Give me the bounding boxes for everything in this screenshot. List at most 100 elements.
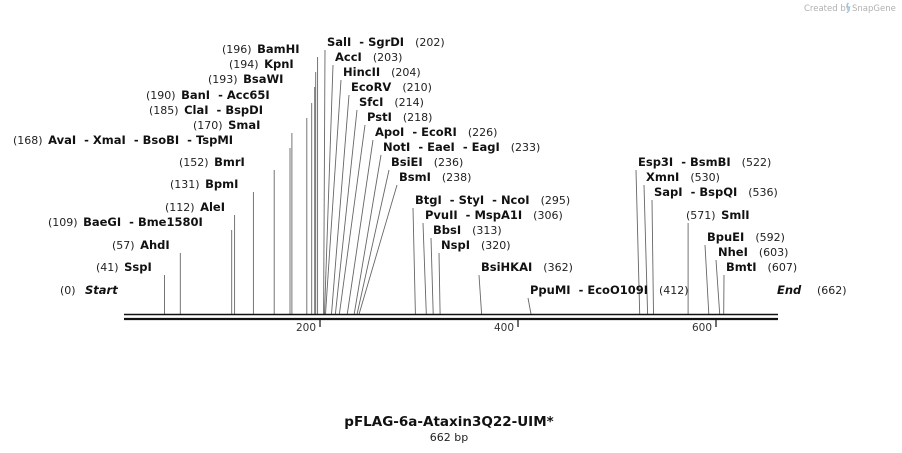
site-position: (536) bbox=[737, 186, 778, 199]
site-position: (320) bbox=[470, 239, 511, 252]
site-separator: - bbox=[210, 88, 227, 102]
site-leader-line bbox=[346, 139, 374, 315]
site-label: (57) AhdI bbox=[112, 238, 170, 252]
snapgene-brand: Created by SnapGene bbox=[804, 2, 896, 14]
site-label: (193) BsaWI bbox=[208, 72, 283, 86]
site-position: (57) bbox=[112, 239, 140, 252]
site-label: (185) ClaI - BspDI bbox=[149, 103, 263, 117]
site-label: (112) AleI bbox=[165, 200, 225, 214]
site-label: (41) SspI bbox=[96, 260, 152, 274]
site-label: AccI (203) bbox=[335, 50, 402, 64]
enzyme-name: EcoRI bbox=[421, 125, 457, 139]
enzyme-name: AhdI bbox=[140, 238, 170, 252]
site-position: (109) bbox=[48, 216, 83, 229]
enzyme-name: NspI bbox=[441, 238, 470, 252]
site-separator: - bbox=[126, 133, 143, 147]
site-leader-line bbox=[323, 49, 326, 315]
site-leader-lines bbox=[164, 49, 725, 315]
site-leader-line bbox=[651, 199, 654, 315]
brand-prefix: Created by bbox=[804, 4, 851, 14]
site-separator: - bbox=[179, 133, 196, 147]
enzyme-name: ApoI bbox=[375, 125, 404, 139]
site-position: (306) bbox=[522, 209, 563, 222]
enzyme-name: AccI bbox=[335, 50, 362, 64]
enzyme-name: SmaI bbox=[228, 118, 260, 132]
site-leader-line bbox=[334, 109, 358, 315]
site-label: (131) BpmI bbox=[170, 177, 238, 191]
enzyme-name: MspA1I bbox=[474, 208, 522, 222]
site-label: ApoI - EcoRI (226) bbox=[375, 125, 497, 139]
enzyme-name: NheI bbox=[718, 245, 748, 259]
enzyme-name: AvaI bbox=[48, 133, 76, 147]
enzyme-name: HincII bbox=[343, 65, 380, 79]
enzyme-name: Esp3I bbox=[638, 155, 673, 169]
site-position: (295) bbox=[530, 194, 571, 207]
enzyme-name: SapI bbox=[654, 185, 683, 199]
enzyme-name: BbsI bbox=[433, 223, 461, 237]
site-position: (202) bbox=[404, 36, 445, 49]
enzyme-name: EaeI bbox=[427, 140, 455, 154]
sequence-title: pFLAG-6a-Ataxin3Q22-UIM* bbox=[344, 414, 553, 430]
site-position: (41) bbox=[96, 261, 124, 274]
site-label: PvuII - MspA1I (306) bbox=[425, 208, 563, 222]
ruler-label-400: 400 bbox=[494, 322, 514, 334]
site-position: (214) bbox=[383, 96, 424, 109]
enzyme-name: BtgI bbox=[415, 193, 442, 207]
site-leader-line bbox=[478, 274, 483, 315]
site-label: BtgI - StyI - NcoI (295) bbox=[415, 193, 570, 207]
enzyme-name: NotI bbox=[383, 140, 410, 154]
site-label: EcoRV (210) bbox=[351, 80, 432, 94]
site-label: PstI (218) bbox=[367, 110, 432, 124]
site-position: (226) bbox=[457, 126, 498, 139]
enzyme-name: BamHI bbox=[257, 42, 299, 56]
site-position: (131) bbox=[170, 178, 205, 191]
site-label: SapI - BspQI (536) bbox=[654, 185, 778, 199]
site-separator: - bbox=[121, 215, 138, 229]
site-separator: - bbox=[683, 185, 700, 199]
enzyme-name: BpuEI bbox=[707, 230, 744, 244]
site-leader-line bbox=[412, 207, 416, 315]
enzyme-name: EcoO109I bbox=[587, 283, 648, 297]
site-position: (592) bbox=[744, 231, 785, 244]
site-leader-line bbox=[704, 244, 710, 315]
enzyme-name: BsiEI bbox=[391, 155, 423, 169]
site-label: HincII (204) bbox=[343, 65, 421, 79]
site-label: BsiHKAI (362) bbox=[481, 260, 573, 274]
enzyme-name: BspDI bbox=[225, 103, 263, 117]
sequence-length: 662 bp bbox=[430, 431, 468, 444]
enzyme-name: BmrI bbox=[214, 155, 245, 169]
site-leader-line bbox=[430, 237, 434, 315]
enzyme-name: KpnI bbox=[264, 57, 294, 71]
site-label: NotI - EaeI - EagI (233) bbox=[383, 140, 540, 154]
enzyme-name: ClaI bbox=[184, 103, 208, 117]
enzyme-name: SalI bbox=[327, 35, 351, 49]
start-label: Start bbox=[85, 283, 118, 297]
site-position: (218) bbox=[392, 111, 433, 124]
enzyme-name: AleI bbox=[200, 200, 225, 214]
site-position: (152) bbox=[179, 156, 214, 169]
site-position: (210) bbox=[391, 81, 432, 94]
site-label: (170) SmaI bbox=[193, 118, 260, 132]
site-label: (196) BamHI bbox=[222, 42, 300, 56]
site-leader-line bbox=[324, 64, 334, 315]
enzyme-name: StyI bbox=[459, 193, 485, 207]
site-separator: - bbox=[209, 103, 226, 117]
site-label: (152) BmrI bbox=[179, 155, 245, 169]
site-position: (194) bbox=[229, 58, 264, 71]
site-leader-line bbox=[438, 252, 441, 315]
enzyme-name: BpmI bbox=[205, 177, 238, 191]
site-leader-line bbox=[331, 94, 350, 315]
site-labels: (41) SspI (57) AhdI (109) BaeGI - Bme1580I… bbox=[13, 35, 797, 297]
site-label: (571) SmlI bbox=[686, 208, 750, 222]
site-label: BsiEI (236) bbox=[391, 155, 463, 169]
site-position: (238) bbox=[431, 171, 472, 184]
enzyme-name: BsaWI bbox=[243, 72, 283, 86]
site-position: (522) bbox=[731, 156, 772, 169]
ruler-label-600: 600 bbox=[692, 322, 712, 334]
enzyme-name: EcoRV bbox=[351, 80, 391, 94]
enzyme-name: BsoBI bbox=[143, 133, 180, 147]
site-label: (194) KpnI bbox=[229, 57, 294, 71]
site-label: XmnI (530) bbox=[646, 170, 720, 184]
site-position: (362) bbox=[532, 261, 573, 274]
site-separator: - bbox=[404, 125, 421, 139]
